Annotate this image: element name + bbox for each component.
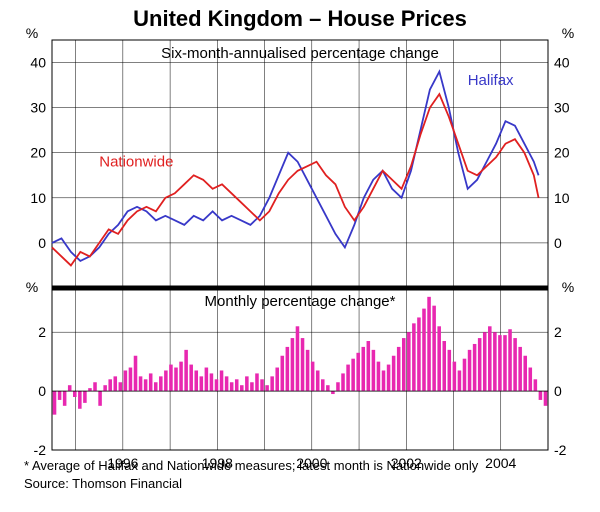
svg-text:Halifax: Halifax [468,72,514,89]
svg-text:2: 2 [38,324,46,340]
chart-container: United Kingdom – House Prices Six-month-… [0,0,600,512]
svg-text:10: 10 [30,190,46,206]
svg-text:2: 2 [554,324,562,340]
svg-text:-2: -2 [34,442,47,458]
svg-text:40: 40 [30,55,46,71]
chart-svg: Six-month-annualised percentage change%%… [0,0,600,512]
svg-text:Nationwide: Nationwide [99,153,173,170]
footnote-1: * Average of Halifax and Nationwide meas… [24,458,478,473]
svg-text:20: 20 [554,145,570,161]
svg-text:2004: 2004 [485,455,516,471]
svg-text:-2: -2 [554,442,567,458]
svg-text:30: 30 [30,100,46,116]
svg-text:10: 10 [554,190,570,206]
svg-text:0: 0 [38,383,46,399]
svg-text:20: 20 [30,145,46,161]
svg-text:40: 40 [554,55,570,71]
svg-text:0: 0 [38,235,46,251]
svg-text:%: % [562,279,574,295]
svg-text:%: % [562,25,574,41]
svg-text:Six-month-annualised percentag: Six-month-annualised percentage change [161,45,439,62]
svg-text:30: 30 [554,100,570,116]
svg-text:Monthly percentage change*: Monthly percentage change* [205,293,396,310]
svg-text:0: 0 [554,235,562,251]
svg-text:0: 0 [554,383,562,399]
footnote-2: Source: Thomson Financial [24,476,182,491]
svg-text:%: % [26,25,38,41]
svg-text:%: % [26,279,38,295]
